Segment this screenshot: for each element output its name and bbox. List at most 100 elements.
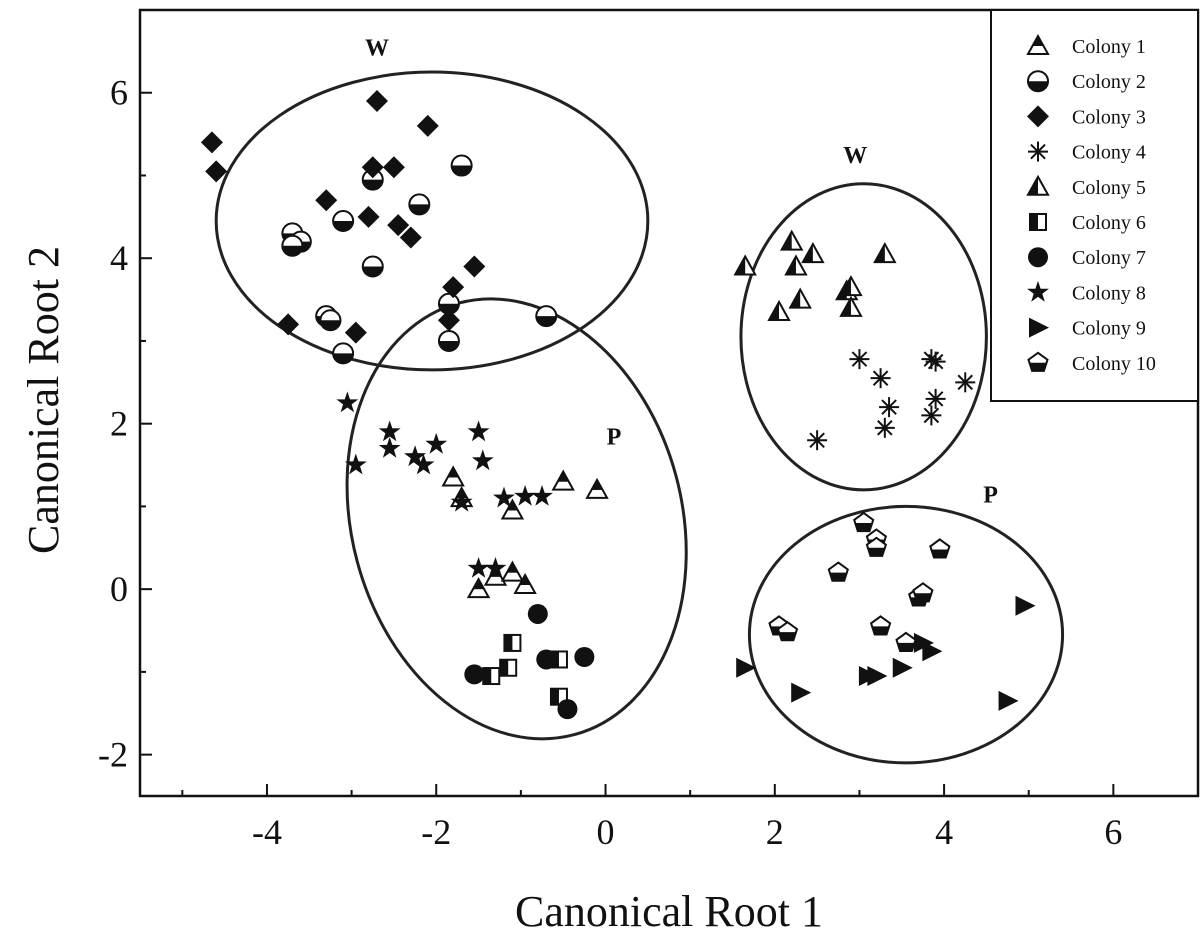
y-tick-label: 6 [110, 73, 128, 113]
axis-tick-labels: -4 -2 0 2 4 6 -2 0 2 4 6 [98, 73, 1122, 852]
legend-marker [1026, 33, 1050, 55]
data-point [332, 209, 355, 232]
data-point [463, 255, 486, 278]
legend-marker [1026, 174, 1050, 196]
x-tick-label: 6 [1104, 812, 1122, 852]
data-point [853, 511, 875, 533]
plot-frame [138, 8, 1200, 798]
data-point [450, 490, 473, 512]
legend-label: Colony 10 [1072, 353, 1156, 375]
legend-label: Colony 8 [1072, 282, 1146, 304]
data-point [357, 205, 380, 228]
x-tick-label: 4 [935, 812, 953, 852]
y-tick-label: 4 [110, 238, 128, 278]
legend-label: Colony 2 [1072, 71, 1146, 93]
data-point [437, 329, 460, 352]
x-axis-title: Canonical Root 1 [515, 887, 823, 936]
y-axis-title: Canonical Root 2 [19, 246, 68, 554]
x-tick-label: 2 [766, 812, 784, 852]
y-tick-label: 2 [110, 404, 128, 444]
y-tick-label: -2 [98, 735, 128, 775]
legend-label: Colony 5 [1072, 177, 1146, 199]
data-point [332, 342, 355, 365]
data-point [780, 229, 804, 251]
data-point [344, 453, 367, 475]
data-point [874, 417, 895, 438]
data-point [733, 254, 757, 276]
data-point [527, 603, 548, 624]
data-point [574, 647, 595, 668]
data-point [892, 657, 913, 678]
data-point [378, 420, 401, 442]
data-point [929, 538, 951, 559]
data-point [839, 275, 863, 297]
data-point [895, 631, 917, 652]
data-point [493, 486, 515, 508]
axis-ticks [140, 91, 1115, 796]
data-point [466, 577, 491, 599]
data-point [336, 391, 359, 413]
data-point [412, 453, 435, 475]
data-point [849, 349, 870, 370]
data-point [585, 477, 609, 499]
data-point [791, 682, 812, 703]
cluster-ellipse [214, 70, 650, 372]
data-point [870, 368, 891, 389]
data-point [839, 295, 863, 317]
legend-label: Colony 6 [1072, 212, 1146, 234]
data-point [408, 193, 431, 216]
data-point [867, 666, 888, 687]
data-point [471, 449, 494, 471]
legend-marker [1027, 351, 1049, 372]
legend-marker [1028, 247, 1048, 268]
legend: Colony 1 Colony 2 Colony 3 Colony 4 Colony 5… [990, 9, 1199, 402]
data-point [500, 498, 525, 520]
cluster-label: W [843, 143, 867, 169]
data-point [551, 469, 575, 491]
legend-label: Colony 1 [1072, 36, 1146, 58]
data-point [205, 160, 228, 183]
data-point [514, 485, 536, 506]
legend-marker [1027, 105, 1049, 128]
data-point [399, 226, 422, 249]
data-point [467, 557, 490, 578]
data-point [827, 561, 849, 582]
data-point [499, 658, 518, 677]
legend-marker [1029, 213, 1047, 231]
data-point [912, 582, 934, 603]
data-point [382, 156, 405, 179]
data-point [437, 309, 460, 332]
cluster-label: W [365, 36, 389, 62]
data-point [441, 465, 465, 487]
data-point [365, 90, 388, 113]
y-tick-label: 0 [110, 569, 128, 609]
legend-label: Colony 3 [1072, 106, 1146, 128]
data-point [200, 131, 223, 154]
data-point [922, 641, 943, 662]
data-point [531, 485, 553, 506]
cluster-ellipse [747, 504, 1065, 765]
data-point [955, 372, 976, 393]
cluster-ellipses: W P W P [214, 36, 1065, 765]
data-point [361, 156, 384, 179]
data-point [425, 432, 448, 454]
data-point [378, 437, 401, 458]
data-point [464, 664, 485, 685]
data-point [869, 615, 892, 636]
data-point [344, 321, 367, 344]
data-point [536, 649, 557, 670]
data-point [925, 388, 946, 409]
data-point [807, 430, 828, 451]
data-point [873, 242, 897, 264]
data-point [503, 633, 522, 652]
data-point [467, 420, 490, 442]
data-point [277, 313, 300, 336]
legend-label: Colony 7 [1072, 247, 1146, 269]
legend-marker [1027, 280, 1049, 302]
legend-label: Colony 4 [1072, 142, 1146, 164]
data-point [513, 572, 537, 595]
data-point [404, 445, 426, 467]
data-point [788, 287, 812, 309]
x-tick-label: 0 [597, 812, 615, 852]
